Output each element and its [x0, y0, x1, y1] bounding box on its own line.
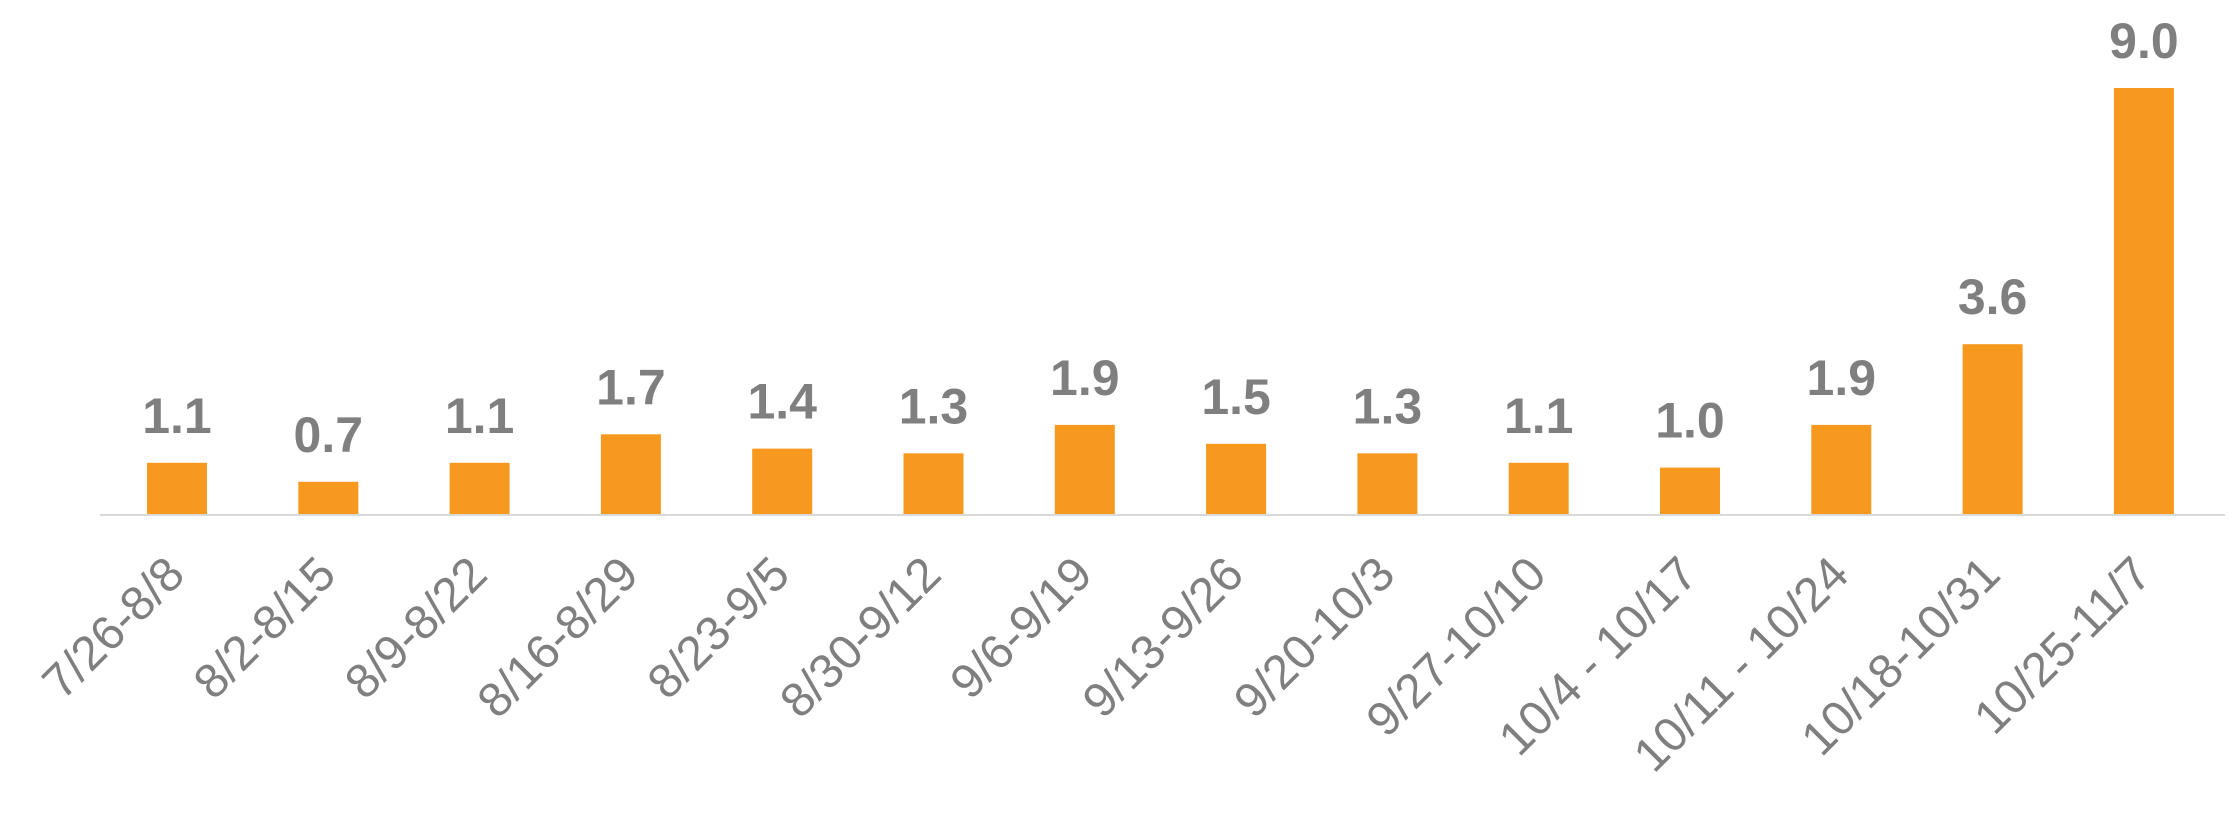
x-tick-label: 7/26-8/8 — [33, 547, 195, 709]
bar — [298, 481, 359, 515]
x-tick-label: 8/2-8/15 — [184, 547, 346, 709]
bar-value-label: 9.0 — [2109, 13, 2179, 69]
bar-value-label: 1.9 — [1050, 350, 1120, 406]
bars-group — [147, 88, 2174, 515]
bar-value-label: 1.3 — [1353, 378, 1423, 434]
data-labels-group: 1.1 0.7 1.1 1.7 1.4 1.3 1.9 1.5 1.3 1.1 1.0 1.9 3.6 9… — [142, 13, 2178, 463]
bar-value-label: 1.1 — [142, 388, 212, 444]
bar-value-label: 0.7 — [294, 407, 364, 463]
bar-value-label: 1.1 — [1504, 388, 1574, 444]
bar-value-label: 1.1 — [445, 388, 515, 444]
bar-value-label: 1.7 — [596, 359, 666, 415]
bar — [903, 453, 964, 515]
bar — [1962, 344, 2023, 515]
bar-value-label: 1.0 — [1655, 393, 1725, 449]
bar-value-label: 1.5 — [1201, 369, 1271, 425]
bar-value-label: 1.4 — [747, 374, 817, 430]
x-tick-label: 9/13-9/26 — [1073, 547, 1254, 728]
bar — [2113, 88, 2174, 515]
bar — [1660, 467, 1720, 515]
bar — [1357, 453, 1418, 515]
bar — [1206, 443, 1267, 515]
x-tick-label: 8/30-9/12 — [770, 547, 951, 728]
x-tick-labels-group: 7/26-8/88/2-8/158/9-8/228/16-8/298/23-9/… — [33, 547, 2162, 782]
bar — [1054, 424, 1115, 515]
bar-value-label: 3.6 — [1958, 269, 2028, 325]
bar — [449, 462, 510, 515]
bar — [1508, 462, 1569, 515]
bar — [600, 434, 661, 515]
bar-value-label: 1.3 — [899, 378, 969, 434]
bar — [1811, 424, 1872, 515]
bar — [147, 462, 207, 515]
bar-value-label: 1.9 — [1807, 350, 1877, 406]
x-tick-label: 8/16-8/29 — [468, 547, 649, 728]
bar — [752, 448, 813, 515]
